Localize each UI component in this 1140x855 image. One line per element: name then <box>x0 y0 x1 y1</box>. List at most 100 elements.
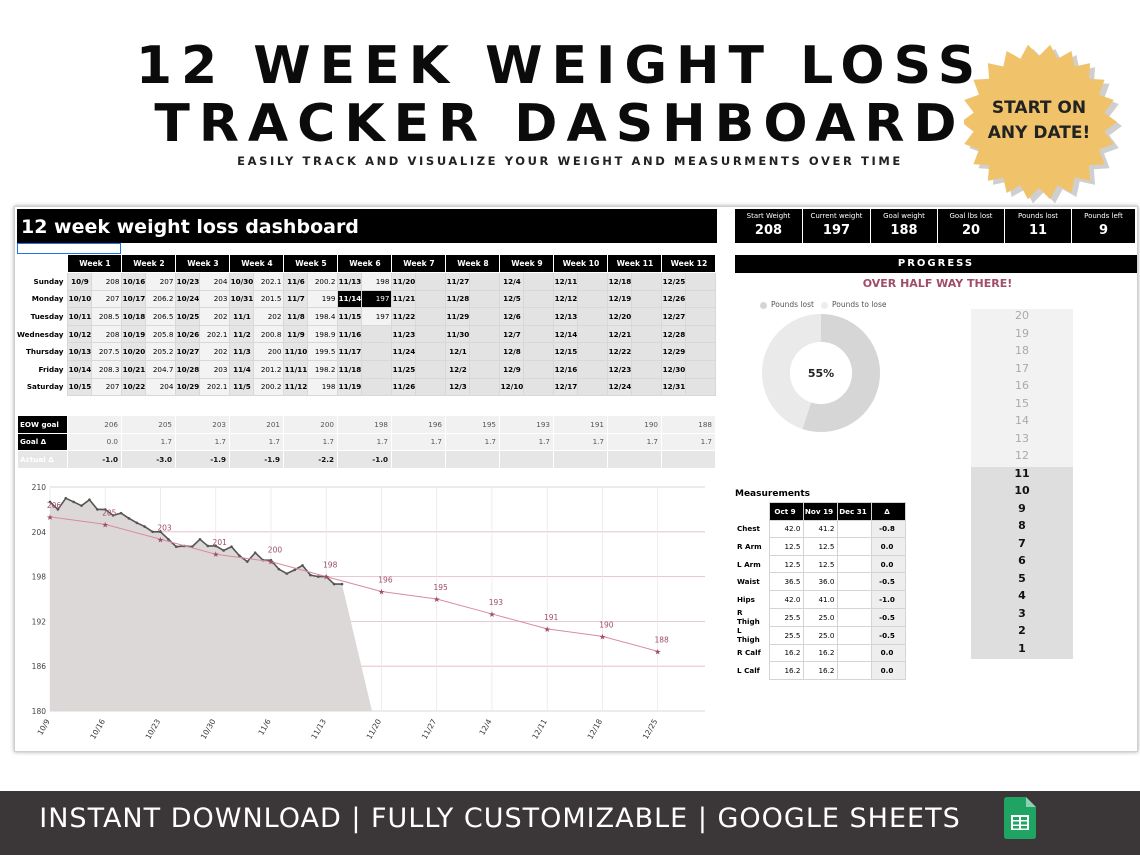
date-cell[interactable]: 12/13 <box>553 307 579 326</box>
weight-cell[interactable] <box>415 359 447 379</box>
goal-cell[interactable]: 196 <box>391 415 446 434</box>
date-cell[interactable]: 11/13 <box>337 272 363 291</box>
goal-cell[interactable]: 206 <box>67 415 122 434</box>
weight-cell[interactable]: 202.1 <box>253 272 285 291</box>
date-cell[interactable]: 11/30 <box>445 324 471 344</box>
goal-cell[interactable]: 188 <box>661 415 716 434</box>
weight-cell[interactable] <box>577 307 609 326</box>
weight-cell[interactable] <box>685 377 717 397</box>
weight-cell[interactable] <box>577 272 609 291</box>
date-cell[interactable]: 11/22 <box>391 307 417 326</box>
weight-cell[interactable] <box>577 342 609 361</box>
date-cell[interactable]: 12/12 <box>553 289 579 309</box>
weight-cell[interactable] <box>523 324 555 344</box>
date-cell[interactable]: 10/26 <box>175 324 201 344</box>
date-cell[interactable]: 12/7 <box>499 324 525 344</box>
date-cell[interactable]: 12/22 <box>607 342 633 361</box>
date-cell[interactable]: 10/18 <box>121 307 147 326</box>
measurement-value[interactable]: 12.5 <box>768 537 804 556</box>
weight-cell[interactable] <box>415 342 447 361</box>
goal-cell[interactable]: 1.7 <box>607 432 662 451</box>
date-cell[interactable]: 11/17 <box>337 342 363 361</box>
selected-cell[interactable] <box>17 243 121 254</box>
date-cell[interactable]: 11/2 <box>229 324 255 344</box>
date-cell[interactable]: 12/20 <box>607 307 633 326</box>
weight-cell[interactable]: 197 <box>361 307 393 326</box>
date-cell[interactable]: 10/22 <box>121 377 147 397</box>
date-cell[interactable]: 10/13 <box>67 342 93 361</box>
weight-cell[interactable]: 200.2 <box>253 377 285 397</box>
weight-cell[interactable]: 198.9 <box>307 324 339 344</box>
goal-cell[interactable]: 191 <box>553 415 608 434</box>
date-cell[interactable]: 12/10 <box>499 377 525 397</box>
weight-cell[interactable]: 202.1 <box>199 324 231 344</box>
date-cell[interactable]: 12/23 <box>607 359 633 379</box>
date-cell[interactable]: 12/9 <box>499 359 525 379</box>
date-cell[interactable]: 12/19 <box>607 289 633 309</box>
date-cell[interactable]: 11/4 <box>229 359 255 379</box>
measurement-value[interactable] <box>836 537 872 556</box>
goal-cell[interactable]: 190 <box>607 415 662 434</box>
date-cell[interactable]: 12/29 <box>661 342 687 361</box>
goal-cell[interactable]: -1.0 <box>67 450 122 469</box>
date-cell[interactable]: 11/12 <box>283 377 309 397</box>
goal-cell[interactable]: 193 <box>499 415 554 434</box>
goal-cell[interactable]: 198 <box>337 415 392 434</box>
weight-cell[interactable] <box>469 377 501 397</box>
weight-cell[interactable] <box>631 289 663 309</box>
measurement-value[interactable]: 36.5 <box>768 572 804 591</box>
date-cell[interactable]: 10/12 <box>67 324 93 344</box>
weight-cell[interactable] <box>685 324 717 344</box>
goal-cell[interactable]: 1.7 <box>337 432 392 451</box>
measurement-value[interactable]: 12.5 <box>802 537 838 556</box>
date-cell[interactable]: 10/24 <box>175 289 201 309</box>
goal-cell[interactable]: -2.2 <box>283 450 338 469</box>
weight-cell[interactable] <box>631 342 663 361</box>
weight-cell[interactable]: 200.2 <box>307 272 339 291</box>
measurement-value[interactable]: 16.2 <box>802 643 838 663</box>
date-cell[interactable]: 11/24 <box>391 342 417 361</box>
weight-cell[interactable]: 208 <box>91 324 123 344</box>
date-cell[interactable]: 10/20 <box>121 342 147 361</box>
date-cell[interactable]: 12/26 <box>661 289 687 309</box>
weight-cell[interactable]: 208.3 <box>91 359 123 379</box>
measurement-value[interactable] <box>836 589 872 609</box>
goal-cell[interactable]: 1.7 <box>445 432 500 451</box>
weight-cell[interactable]: 203 <box>199 289 231 309</box>
weight-cell[interactable] <box>469 289 501 309</box>
measurement-value[interactable] <box>836 519 872 539</box>
measurement-value[interactable]: 16.2 <box>768 661 804 680</box>
date-cell[interactable]: 12/31 <box>661 377 687 397</box>
weight-cell[interactable]: 207 <box>145 272 177 291</box>
weight-cell[interactable]: 206.5 <box>145 307 177 326</box>
date-cell[interactable]: 11/6 <box>283 272 309 291</box>
weight-cell[interactable] <box>631 307 663 326</box>
weight-cell[interactable]: 204 <box>145 377 177 397</box>
weight-cell[interactable] <box>523 342 555 361</box>
weight-cell[interactable]: 202.1 <box>199 377 231 397</box>
goal-cell[interactable]: 0.0 <box>67 432 122 451</box>
date-cell[interactable]: 10/21 <box>121 359 147 379</box>
weight-cell[interactable]: 201.5 <box>253 289 285 309</box>
goal-cell[interactable]: -1.9 <box>175 450 230 469</box>
date-cell[interactable]: 11/7 <box>283 289 309 309</box>
weight-cell[interactable] <box>415 377 447 397</box>
weight-cell[interactable]: 207.5 <box>91 342 123 361</box>
weight-cell[interactable]: 204.7 <box>145 359 177 379</box>
weight-cell[interactable]: 197 <box>361 289 393 309</box>
date-cell[interactable]: 11/20 <box>391 272 417 291</box>
weight-cell[interactable] <box>361 377 393 397</box>
date-cell[interactable]: 11/8 <box>283 307 309 326</box>
date-cell[interactable]: 12/14 <box>553 324 579 344</box>
measurement-value[interactable]: 36.0 <box>802 572 838 591</box>
goal-cell[interactable]: 195 <box>445 415 500 434</box>
weight-cell[interactable] <box>631 377 663 397</box>
date-cell[interactable]: 12/18 <box>607 272 633 291</box>
measurement-value[interactable]: 41.0 <box>802 589 838 609</box>
date-cell[interactable]: 11/25 <box>391 359 417 379</box>
date-cell[interactable]: 12/11 <box>553 272 579 291</box>
measurement-value[interactable]: 16.2 <box>802 661 838 680</box>
goal-cell[interactable]: 1.7 <box>553 432 608 451</box>
weight-cell[interactable]: 199 <box>307 289 339 309</box>
date-cell[interactable]: 12/16 <box>553 359 579 379</box>
